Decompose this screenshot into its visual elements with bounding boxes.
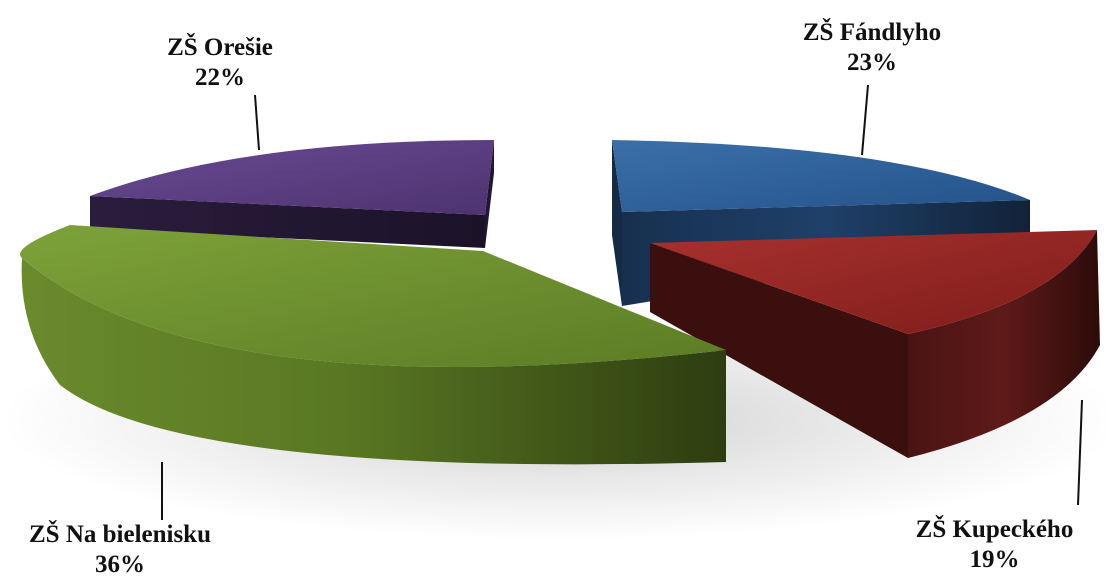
slice-na-bielenisku-side — [21, 258, 727, 465]
slice-name: ZŠ Na bielenisku — [28, 521, 211, 548]
slice-name: ZŠ Fándlyho — [802, 19, 942, 46]
slice-percent: 36% — [95, 551, 145, 578]
pie-slice-zs-na-bielenisku — [20, 225, 727, 465]
slice-fandlyho-side-left — [612, 140, 622, 306]
slice-label-na-bielenisku: ZŠ Na bielenisku 36% — [0, 520, 240, 580]
slice-kupeckeho-top — [650, 230, 1097, 334]
pie-slice-zs-oresie — [90, 140, 494, 248]
leader-line-kupeckeho — [1077, 399, 1083, 506]
slice-percent: 19% — [969, 546, 1020, 573]
slice-name: ZŠ Orešie — [167, 34, 273, 61]
slice-label-fandlyho: ZŠ Fándlyho 23% — [772, 18, 972, 78]
slice-kupeckeho-side-left — [650, 243, 908, 458]
slice-fandlyho-top — [612, 140, 1030, 212]
slice-name: ZŠ Kupeckého — [915, 516, 1074, 543]
slice-na-bielenisku-top — [20, 225, 726, 367]
slice-percent: 23% — [847, 49, 897, 76]
pie-slice-zs-kupeckeho — [650, 230, 1100, 458]
slice-kupeckeho-side — [908, 230, 1100, 458]
slice-label-oresie: ZŠ Orešie 22% — [120, 33, 320, 93]
leader-line-oresie — [254, 94, 260, 151]
slice-oresie-top — [90, 140, 494, 215]
slice-percent: 22% — [195, 64, 245, 91]
slice-label-kupeckeho: ZŠ Kupeckého 19% — [887, 515, 1102, 575]
leader-line-fandlyho — [861, 84, 869, 156]
slice-oresie-side-right — [485, 140, 494, 248]
slice-oresie-side — [90, 196, 485, 248]
